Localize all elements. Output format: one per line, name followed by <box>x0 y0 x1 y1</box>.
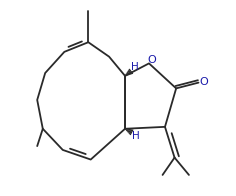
Text: O: O <box>199 77 208 87</box>
Text: H: H <box>131 62 139 72</box>
Text: H: H <box>132 132 139 142</box>
Text: O: O <box>147 55 156 65</box>
